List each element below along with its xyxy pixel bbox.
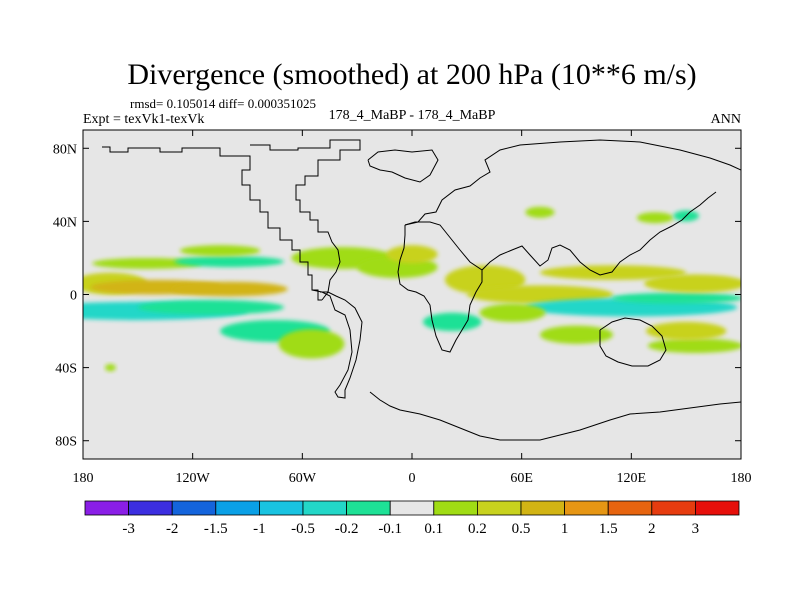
y-tick-label-1: 40N <box>53 215 77 230</box>
colorbar-label-0: -3 <box>122 521 135 537</box>
colorbar-label-10: 1 <box>561 521 569 537</box>
colorbar-label-4: -0.5 <box>291 521 315 537</box>
colorbar-label-1: -2 <box>166 521 179 537</box>
field-contour-7 <box>92 257 202 269</box>
chart-title: Divergence (smoothed) at 200 hPa (10**6 … <box>127 58 696 91</box>
field-contour-21 <box>539 325 614 344</box>
colorbar-box-13 <box>651 500 696 516</box>
colorbar-label-8: 0.2 <box>468 521 487 537</box>
field-contour-8 <box>174 256 285 268</box>
coastline-layer <box>102 139 741 441</box>
colorbar-box-2 <box>171 500 217 516</box>
y-tick-label-4: 80S <box>55 435 77 450</box>
field-contour-9 <box>179 245 261 257</box>
north-america-east-coastline <box>250 139 361 301</box>
field-contour-27 <box>104 363 116 372</box>
colorbar-box-11 <box>564 500 609 516</box>
field-contour-20 <box>479 303 546 322</box>
x-tick-label-6: 180 <box>731 471 752 486</box>
y-tick-label-2: 0 <box>70 289 77 304</box>
field-contour-6 <box>278 329 345 359</box>
field-contour-18 <box>539 265 687 280</box>
x-axis: 180 120W 60W 0 60E 120E 180 <box>73 130 752 486</box>
colorbar-box-0 <box>84 500 129 516</box>
x-tick-label-0: 180 <box>73 471 94 486</box>
divergence-field-layer <box>83 206 741 372</box>
colorbar-label-12: 2 <box>648 521 656 537</box>
colorbar-label-2: -1.5 <box>204 521 228 537</box>
field-contour-12 <box>386 245 438 264</box>
colorbar-label-11: 1.5 <box>599 521 618 537</box>
colorbar-box-12 <box>607 500 653 516</box>
colorbar-box-1 <box>128 500 173 516</box>
colorbar-label-13: 3 <box>692 521 700 537</box>
x-tick-label-2: 60W <box>289 471 317 486</box>
colorbar-box-8 <box>433 500 478 516</box>
colorbar-label-5: -0.2 <box>335 521 359 537</box>
x-tick-label-1: 120W <box>176 471 211 486</box>
field-contour-14 <box>466 285 614 304</box>
colorbar-box-9 <box>476 500 522 516</box>
case-label: 178_4_MaBP - 178_4_MaBP <box>329 108 496 123</box>
colorbar-box-3 <box>215 500 260 516</box>
season-label: ANN <box>711 112 741 127</box>
field-contour-2 <box>170 281 288 297</box>
colorbar-box-6 <box>346 500 391 516</box>
field-contour-17 <box>644 274 741 293</box>
field-contour-22 <box>647 338 741 353</box>
colorbar-box-7 <box>389 500 435 516</box>
asia-south-coastline <box>481 191 717 276</box>
y-tick-label-3: 40S <box>55 362 77 377</box>
field-contour-4 <box>137 299 285 315</box>
field-contour-16 <box>611 292 741 304</box>
x-tick-label-4: 60E <box>510 471 533 486</box>
field-contour-19 <box>422 312 482 332</box>
colorbar-box-14 <box>695 500 740 516</box>
y-axis: 80N 40N 0 40S 80S <box>53 142 741 450</box>
eurasia-coastline <box>404 139 741 226</box>
colorbar-label-3: -1 <box>253 521 266 537</box>
greenland-coastline <box>367 149 439 183</box>
expt-label: Expt = texVk1-texVk <box>83 112 204 127</box>
colorbar-label-7: 0.1 <box>424 521 443 537</box>
y-tick-label-0: 80N <box>53 142 77 157</box>
field-contour-24 <box>636 212 674 224</box>
colorbar-label-9: 0.5 <box>512 521 531 537</box>
africa-coastline <box>397 221 483 353</box>
colorbar: -3 -2 -1.5 -1 -0.5 -0.2 -0.1 0.1 0.2 0.5 1 1.5 2 3 <box>84 500 740 537</box>
field-contour-23 <box>645 321 727 341</box>
colorbar-label-6: -0.1 <box>378 521 402 537</box>
x-tick-label-3: 0 <box>409 471 416 486</box>
colorbar-box-5 <box>302 500 347 516</box>
stats-line: rmsd= 0.105014 diff= 0.000351025 <box>130 96 316 111</box>
x-tick-label-5: 120E <box>617 471 647 486</box>
field-contour-26 <box>525 206 555 218</box>
north-america-coastline <box>102 146 322 301</box>
south-america-coastline <box>311 289 363 399</box>
australia-coastline <box>599 317 667 367</box>
colorbar-box-10 <box>520 500 565 516</box>
colorbar-box-4 <box>258 500 304 516</box>
antarctica-coastline <box>369 391 741 441</box>
